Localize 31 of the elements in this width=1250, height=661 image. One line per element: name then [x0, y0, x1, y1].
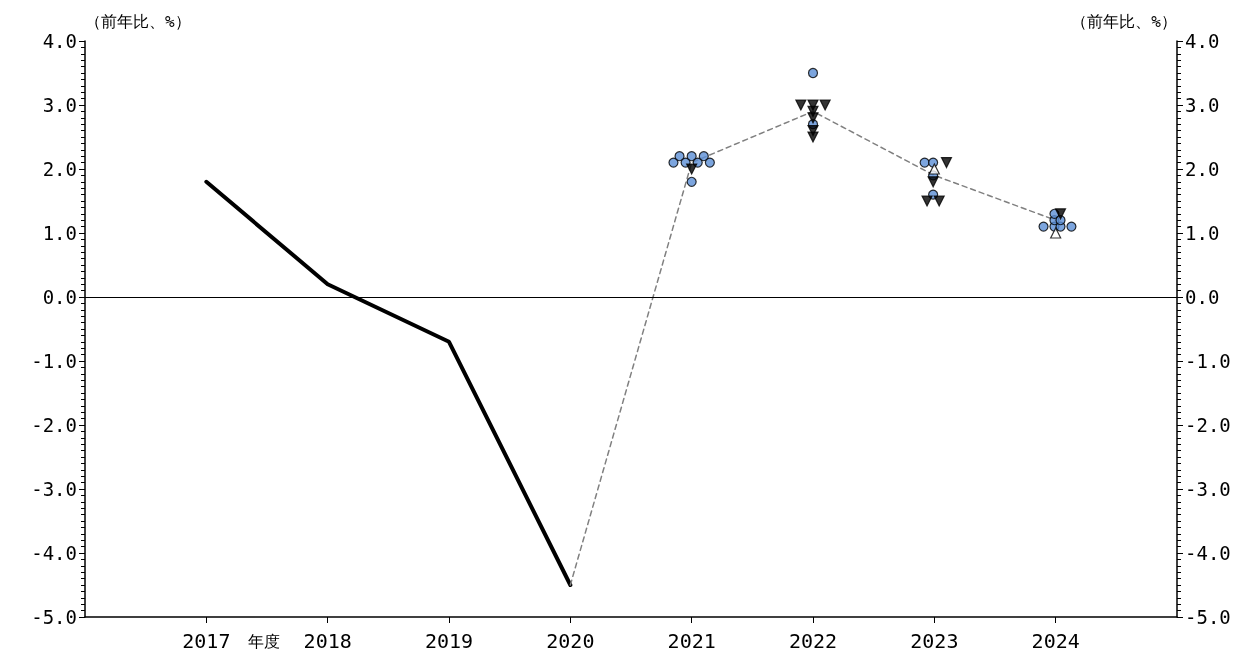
- y-axis-title: （前年比、%）: [85, 11, 191, 31]
- y-tick-label: -4.0: [31, 542, 77, 564]
- x-tick-label: 2024: [1031, 629, 1080, 653]
- y2-tick-label: -2.0: [1185, 414, 1231, 436]
- y2-tick-label: -5.0: [1185, 606, 1231, 628]
- x-tick-label: 2022: [788, 629, 838, 653]
- y2-tick-label: 3.0: [1185, 94, 1220, 116]
- y-tick-label: -5.0: [31, 606, 77, 628]
- y2-tick-label: 4.0: [1185, 30, 1220, 52]
- y-tick-label: 0.0: [42, 286, 77, 308]
- y-tick-label: 4.0: [42, 30, 77, 52]
- y-tick-label: -1.0: [31, 350, 77, 372]
- x-tick-label: 2017: [182, 629, 231, 653]
- y-tick-label: -3.0: [31, 478, 77, 500]
- y2-axis-title: （前年比、%）: [1071, 11, 1177, 31]
- y-tick-label: 2.0: [42, 158, 77, 180]
- x-tick-label: 2023: [910, 629, 959, 653]
- x-tick-label: 2019: [424, 629, 474, 653]
- y2-tick-label: 1.0: [1185, 222, 1220, 244]
- y2-tick-label: -1.0: [1185, 350, 1231, 372]
- y-tick-label: 3.0: [42, 94, 77, 116]
- y-tick-label: -2.0: [31, 414, 77, 436]
- y2-tick-label: 0.0: [1185, 286, 1220, 308]
- x-tick-label: 2018: [303, 629, 352, 653]
- y2-tick-label: 2.0: [1185, 158, 1220, 180]
- y2-tick-label: -3.0: [1185, 478, 1231, 500]
- y2-tick-label: -4.0: [1185, 542, 1231, 564]
- x-tick-label: 2020: [546, 629, 595, 653]
- text: 年度: [248, 631, 280, 651]
- y-tick-label: 1.0: [42, 222, 77, 244]
- x-tick-label: 2021: [667, 629, 716, 653]
